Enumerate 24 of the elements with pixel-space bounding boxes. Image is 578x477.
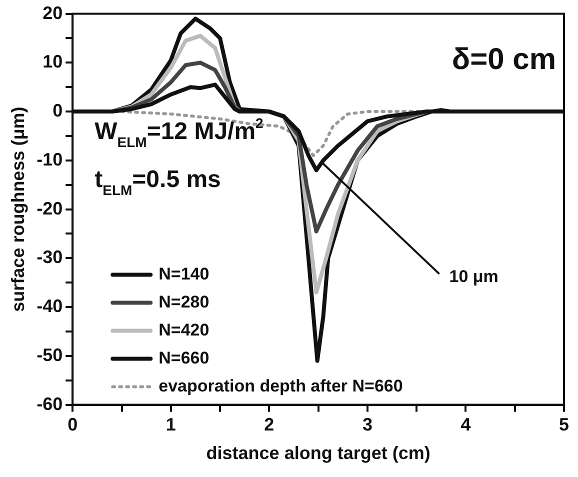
x-tick-label: 1 xyxy=(166,414,176,435)
x-tick-label: 3 xyxy=(362,414,372,435)
y-tick-label: -10 xyxy=(36,149,63,170)
y-tick-label: -20 xyxy=(36,198,63,218)
legend-label: N=420 xyxy=(158,320,210,340)
legend-label: N=280 xyxy=(158,292,210,312)
y-axis-title: surface roughness (μm) xyxy=(8,106,28,312)
y-tick-label: 20 xyxy=(42,2,63,23)
y-tick-label: 0 xyxy=(52,100,63,121)
x-tick-label: 4 xyxy=(460,414,471,435)
legend-label: N=660 xyxy=(158,348,210,368)
annotation: 10 μm xyxy=(449,266,498,286)
x-axis-title: distance along target (cm) xyxy=(206,443,430,464)
y-tick-label: 10 xyxy=(42,52,63,72)
x-tick-label: 2 xyxy=(264,414,274,435)
y-tick-label: -40 xyxy=(36,296,63,316)
legend-label: N=140 xyxy=(158,264,210,284)
legend-label: evaporation depth after N=660 xyxy=(158,376,403,396)
x-tick-label: 5 xyxy=(558,414,570,435)
y-tick-label: -50 xyxy=(36,344,63,365)
y-tick-label: -30 xyxy=(36,247,63,268)
annotation: δ=0 cm xyxy=(452,42,556,76)
y-tick-label: -60 xyxy=(36,394,63,414)
x-tick-label: 0 xyxy=(68,414,78,435)
